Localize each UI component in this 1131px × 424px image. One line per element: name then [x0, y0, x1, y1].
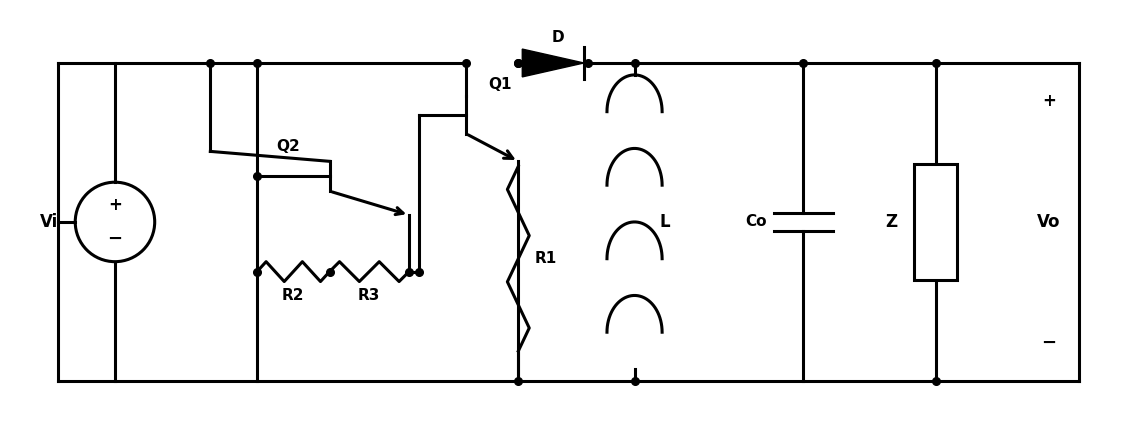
- Text: R2: R2: [282, 288, 304, 303]
- Text: +: +: [109, 196, 122, 214]
- Text: Z: Z: [884, 213, 897, 231]
- Polygon shape: [523, 49, 584, 77]
- Text: R3: R3: [359, 288, 380, 303]
- Text: Co: Co: [745, 215, 767, 229]
- Bar: [914, 165, 958, 279]
- Text: Vi: Vi: [41, 213, 59, 231]
- Text: Q2: Q2: [276, 139, 300, 154]
- Text: Q1: Q1: [489, 77, 512, 92]
- Text: D: D: [552, 30, 564, 45]
- Text: R1: R1: [535, 251, 558, 266]
- Text: L: L: [659, 213, 670, 231]
- Text: −: −: [1042, 334, 1056, 352]
- Text: +: +: [1042, 92, 1055, 110]
- Text: Vo: Vo: [1037, 213, 1061, 231]
- Text: −: −: [107, 230, 122, 248]
